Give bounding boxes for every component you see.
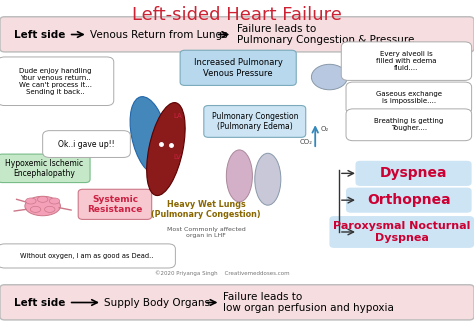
FancyBboxPatch shape [78, 189, 152, 219]
Text: Orthopnea: Orthopnea [367, 193, 451, 207]
Ellipse shape [25, 196, 60, 216]
FancyBboxPatch shape [0, 17, 474, 52]
Ellipse shape [255, 153, 281, 205]
Text: Supply Body Organs: Supply Body Organs [104, 297, 210, 308]
Ellipse shape [26, 198, 36, 204]
Text: Left-sided Heart Failure: Left-sided Heart Failure [132, 6, 342, 24]
FancyBboxPatch shape [346, 82, 472, 114]
FancyBboxPatch shape [346, 188, 472, 213]
Text: Systemic
Resistance: Systemic Resistance [87, 195, 143, 214]
Text: CO₂: CO₂ [299, 139, 312, 145]
Circle shape [311, 64, 347, 90]
Text: LV: LV [173, 154, 181, 160]
FancyBboxPatch shape [43, 131, 130, 157]
Text: Dyspnea: Dyspnea [380, 166, 447, 180]
Text: Every alveoli is
filled with edema
fluid....: Every alveoli is filled with edema fluid… [376, 51, 437, 71]
Text: Hypoxemic Ischemic
Encephalopathy: Hypoxemic Ischemic Encephalopathy [5, 159, 83, 178]
Text: Venous Return from Lungs: Venous Return from Lungs [90, 29, 228, 40]
Text: O₂: O₂ [320, 126, 329, 132]
FancyBboxPatch shape [346, 109, 472, 141]
Text: Breathing is getting
Tougher....: Breathing is getting Tougher.... [374, 118, 444, 131]
Text: Most Commonly affected
organ in LHF: Most Commonly affected organ in LHF [167, 227, 246, 238]
FancyBboxPatch shape [204, 106, 306, 137]
Text: Increased Pulmonary
Venous Pressure: Increased Pulmonary Venous Pressure [194, 58, 283, 77]
Text: Without oxygen, I am as good as Dead..: Without oxygen, I am as good as Dead.. [20, 253, 153, 259]
FancyBboxPatch shape [180, 50, 296, 85]
Ellipse shape [37, 196, 48, 202]
Text: LA: LA [173, 113, 182, 119]
Ellipse shape [130, 97, 169, 175]
FancyBboxPatch shape [0, 285, 474, 320]
Text: Failure leads to
Pulmonary Congestion & Pressure: Failure leads to Pulmonary Congestion & … [237, 24, 414, 45]
FancyBboxPatch shape [0, 57, 114, 106]
Text: Left side: Left side [14, 297, 65, 308]
FancyBboxPatch shape [341, 42, 472, 80]
Ellipse shape [227, 150, 252, 202]
Text: Left side: Left side [14, 29, 65, 40]
Text: ©2020 Priyanga Singh    Creativemeddoses.com: ©2020 Priyanga Singh Creativemeddoses.co… [155, 270, 290, 276]
FancyBboxPatch shape [0, 154, 90, 183]
Text: Ok..i gave up!!: Ok..i gave up!! [58, 140, 115, 148]
FancyBboxPatch shape [0, 244, 175, 268]
Ellipse shape [49, 198, 60, 204]
Ellipse shape [45, 206, 55, 212]
Text: Gaseous exchange
is impossible....: Gaseous exchange is impossible.... [376, 91, 442, 105]
Text: Failure leads to
low organ perfusion and hypoxia: Failure leads to low organ perfusion and… [223, 292, 393, 313]
FancyBboxPatch shape [356, 161, 472, 186]
Ellipse shape [146, 103, 185, 196]
Text: Dude enjoy handling
Your venous return..
We can't process it...
Sending it back.: Dude enjoy handling Your venous return..… [19, 68, 92, 95]
Text: Pulmonary Congestion
(Pulmonary Edema): Pulmonary Congestion (Pulmonary Edema) [211, 112, 298, 131]
Text: Heavy Wet Lungs
(Pulmonary Congestion): Heavy Wet Lungs (Pulmonary Congestion) [151, 200, 261, 219]
Ellipse shape [30, 206, 41, 212]
Text: Paroxysmal Nocturnal
Dyspnea: Paroxysmal Nocturnal Dyspnea [333, 221, 470, 243]
FancyBboxPatch shape [329, 216, 474, 248]
